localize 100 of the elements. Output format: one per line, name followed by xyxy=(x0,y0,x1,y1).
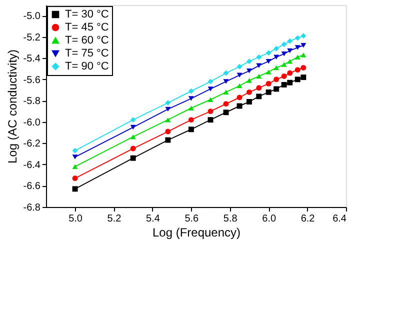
point xyxy=(256,94,262,100)
point xyxy=(274,65,280,70)
y-tick-label: -5.4 xyxy=(23,54,41,65)
y-tick-label: -6.8 xyxy=(23,202,41,214)
legend-label: T= 75 °C xyxy=(65,48,109,60)
point xyxy=(246,78,252,83)
point xyxy=(72,164,78,169)
point xyxy=(274,46,280,52)
point xyxy=(188,88,194,94)
point xyxy=(256,74,262,79)
x-tick-label: 5.0 xyxy=(68,214,83,224)
y-tick-label: -6.6 xyxy=(23,181,41,192)
point xyxy=(223,101,229,107)
point xyxy=(72,148,78,154)
point xyxy=(287,38,293,44)
point xyxy=(266,89,272,95)
point xyxy=(266,70,272,74)
point xyxy=(287,58,293,64)
point xyxy=(236,103,242,109)
point xyxy=(294,67,300,73)
legend-label: T= 30 °C xyxy=(65,8,109,20)
point xyxy=(223,79,229,84)
point xyxy=(287,48,293,54)
point xyxy=(72,186,78,192)
point xyxy=(246,99,252,104)
point xyxy=(208,117,214,123)
point xyxy=(130,124,136,130)
point xyxy=(294,76,300,82)
point xyxy=(266,80,272,86)
point xyxy=(130,146,136,152)
x-axis-title: Log (Frequency) xyxy=(152,226,241,240)
point xyxy=(266,50,272,56)
y-tick-label: -5.8 xyxy=(23,96,41,108)
point xyxy=(300,33,306,39)
x-tick-label: 5.6 xyxy=(184,214,200,224)
point xyxy=(274,76,280,82)
y-tick-label: -5.0 xyxy=(23,11,41,22)
point xyxy=(208,108,214,114)
x-tick-label: 6.4 xyxy=(332,214,347,224)
legend-label: T= 45 °C xyxy=(65,22,109,34)
x-tick-label: 5.2 xyxy=(107,214,122,224)
point xyxy=(256,54,262,60)
point xyxy=(294,54,300,60)
x-tick-label: 5.4 xyxy=(146,214,160,224)
point xyxy=(300,52,306,58)
point xyxy=(294,35,300,41)
point xyxy=(300,64,306,70)
y-tick-label: -6.0 xyxy=(23,117,41,128)
point xyxy=(300,43,306,48)
point xyxy=(256,85,262,91)
point xyxy=(236,72,242,78)
y-tick-label: -5.2 xyxy=(23,32,41,44)
point xyxy=(72,176,78,182)
legend-label: T= 90 °C xyxy=(65,60,109,72)
x-tick-label: 5.8 xyxy=(223,214,238,224)
point xyxy=(130,134,136,140)
point xyxy=(223,90,229,95)
point xyxy=(188,106,194,110)
point xyxy=(281,52,287,56)
point xyxy=(208,97,214,102)
y-tick-label: -6.4 xyxy=(23,160,41,171)
point xyxy=(281,74,287,79)
point xyxy=(130,155,136,161)
legend-label: T= 60 °C xyxy=(65,34,109,46)
point xyxy=(72,154,78,160)
point xyxy=(208,78,214,84)
point xyxy=(223,70,229,76)
x-tick-label: 6.2 xyxy=(300,214,316,224)
point xyxy=(208,86,214,92)
point xyxy=(281,62,287,67)
point xyxy=(300,74,306,80)
y-tick-label: -6.2 xyxy=(23,138,41,150)
point xyxy=(246,89,252,95)
point xyxy=(165,106,171,112)
point xyxy=(281,42,287,48)
point xyxy=(281,82,287,88)
point xyxy=(287,80,293,86)
point xyxy=(294,45,300,50)
point xyxy=(287,70,293,76)
point xyxy=(130,117,136,123)
point xyxy=(188,126,194,132)
y-tick-label: -5.6 xyxy=(23,74,41,86)
point xyxy=(165,137,171,143)
point xyxy=(246,58,252,64)
point xyxy=(274,86,280,92)
point xyxy=(274,54,280,60)
point xyxy=(236,94,242,100)
point xyxy=(165,117,171,122)
point xyxy=(236,64,242,70)
y-axis-title: Log (AC conductivity) xyxy=(5,49,20,164)
x-tick-label: 6.0 xyxy=(262,214,276,224)
point xyxy=(188,96,194,101)
point xyxy=(223,110,229,116)
point xyxy=(165,100,171,106)
point xyxy=(165,128,171,134)
point xyxy=(266,58,272,64)
point xyxy=(256,63,262,68)
point xyxy=(188,117,194,123)
point xyxy=(246,68,252,74)
point xyxy=(236,83,242,88)
